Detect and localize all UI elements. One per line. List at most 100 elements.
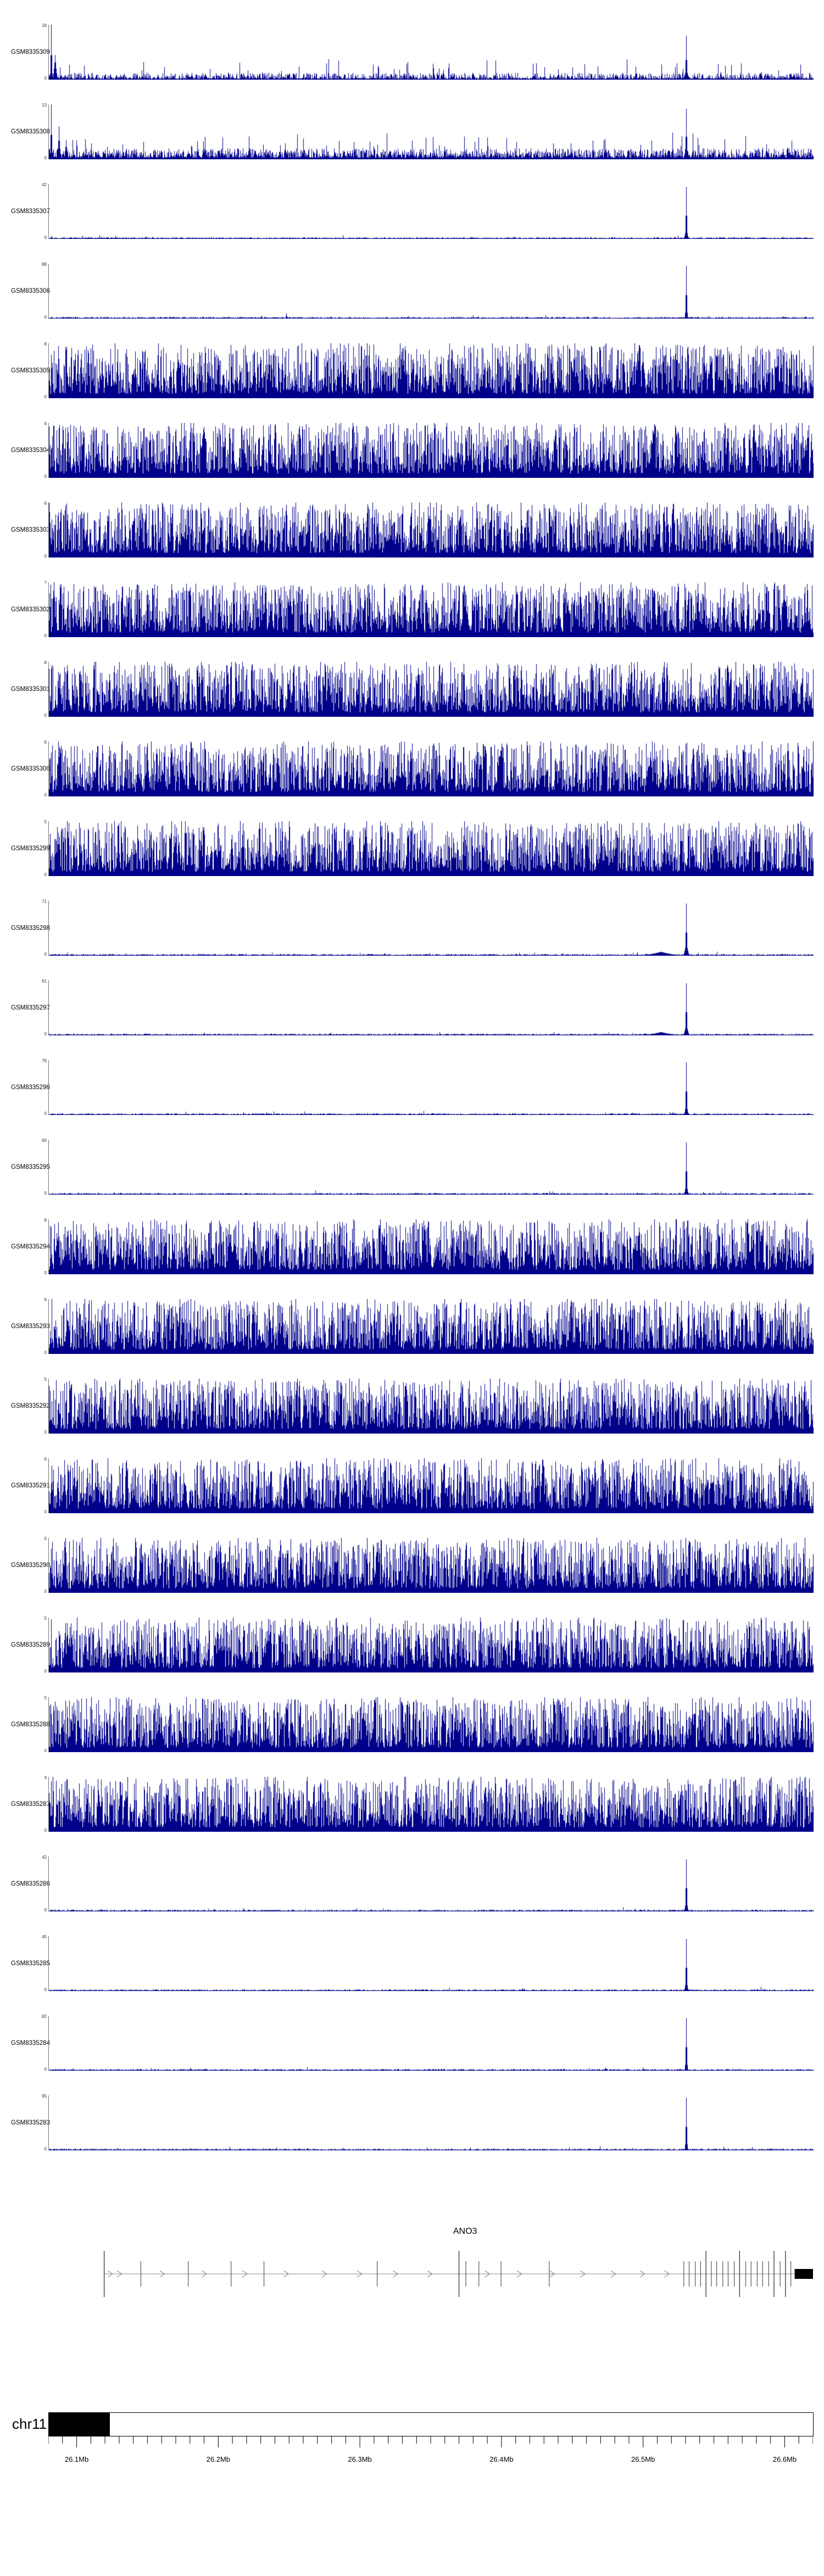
axis-tick-label: 26.2Mb <box>206 2455 231 2463</box>
y-axis-max: 5 <box>44 819 47 824</box>
y-axis-min: 0 <box>44 633 47 638</box>
y-axis-min: 0 <box>44 1589 47 1594</box>
signal-plot <box>48 1219 814 1274</box>
ruler-ticks-icon <box>48 2436 813 2447</box>
chromosome-ideogram <box>48 2412 814 2436</box>
signal-plot <box>48 1538 814 1593</box>
track-row: GSM8335283 95 0 <box>0 2094 824 2175</box>
ideogram-band-black <box>49 2413 110 2436</box>
y-axis-max: 5 <box>44 1616 47 1621</box>
track-label: GSM8335295 <box>11 1164 50 1170</box>
track-row: GSM8335295 60 0 <box>0 1138 824 1219</box>
signal-plot <box>48 1936 814 1991</box>
chromosome-ruler: chr11 26.1Mb 26.2Mb 26.3Mb 26.4Mb 26.5Mb 26.6… <box>0 2400 824 2510</box>
track-label: GSM8335285 <box>11 1960 50 1967</box>
track-label: GSM8335284 <box>11 2040 50 2047</box>
track-row: GSM8335306 88 0 <box>0 262 824 343</box>
signal-plot <box>48 1458 814 1513</box>
track-row: GSM8335287 4 0 <box>0 1775 824 1856</box>
signal-plot <box>48 1379 814 1434</box>
gene-name-label: ANO3 <box>453 2227 477 2236</box>
track-row: GSM8335301 8 0 <box>0 661 824 741</box>
signal-plot <box>48 1060 814 1115</box>
track-row: GSM8335284 82 0 <box>0 2014 824 2095</box>
signal-plot <box>48 582 814 637</box>
y-axis-min: 0 <box>44 155 47 160</box>
y-axis-max: 6 <box>44 740 47 745</box>
signal-plot <box>48 662 814 717</box>
track-row: GSM8335298 71 0 <box>0 899 824 980</box>
track-row: GSM8335296 79 0 <box>0 1058 824 1140</box>
track-row: GSM8335288 5 0 <box>0 1696 824 1777</box>
y-axis-min: 0 <box>44 315 47 320</box>
axis-tick-label: 26.5Mb <box>631 2455 655 2463</box>
track-label: GSM8335283 <box>11 2120 50 2126</box>
y-axis-max: 5 <box>44 1696 47 1700</box>
track-row: GSM8335289 5 0 <box>0 1616 824 1697</box>
track-label: GSM8335299 <box>11 845 50 852</box>
y-axis-min: 0 <box>44 1031 47 1036</box>
y-axis-min: 0 <box>44 1111 47 1116</box>
y-axis-max: 6 <box>44 1457 47 1462</box>
signal-plot <box>48 2095 814 2150</box>
track-row: GSM8335299 5 0 <box>0 819 824 901</box>
y-axis-min: 0 <box>44 1669 47 1674</box>
track-label: GSM8335289 <box>11 1642 50 1648</box>
track-label: GSM8335306 <box>11 288 50 294</box>
y-axis-min: 0 <box>44 2146 47 2151</box>
y-axis-min: 0 <box>44 235 47 240</box>
track-row: GSM8335286 42 0 <box>0 1855 824 1936</box>
track-row: GSM8335308 13 0 <box>0 103 824 184</box>
y-axis-min: 0 <box>44 2067 47 2072</box>
track-label: GSM8335309 <box>11 49 50 55</box>
signal-plot <box>48 104 814 159</box>
y-axis-max: 60 <box>42 1138 47 1143</box>
signal-plot <box>48 1299 814 1354</box>
signal-plot <box>48 25 814 80</box>
track-label: GSM8335300 <box>11 766 50 772</box>
track-label: GSM8335287 <box>11 1801 50 1808</box>
y-axis-max: 71 <box>42 899 47 904</box>
y-axis-min: 0 <box>44 1828 47 1833</box>
track-row: GSM8335292 5 0 <box>0 1378 824 1458</box>
signal-plot <box>48 741 814 796</box>
gene-model <box>104 2251 813 2297</box>
track-label: GSM8335291 <box>11 1482 50 1489</box>
track-label: GSM8335292 <box>11 1403 50 1409</box>
signal-plot <box>48 503 814 557</box>
y-axis-max: 88 <box>42 262 47 267</box>
axis-tick-label: 26.3Mb <box>348 2455 372 2463</box>
axis-tick-label: 26.6Mb <box>772 2455 797 2463</box>
track-label: GSM8335303 <box>11 527 50 533</box>
y-axis-max: 61 <box>42 979 47 984</box>
track-label: GSM8335286 <box>11 1881 50 1887</box>
y-axis-min: 0 <box>44 713 47 718</box>
y-axis-max: 6 <box>44 501 47 506</box>
signal-plot <box>48 1618 814 1672</box>
y-axis-min: 0 <box>44 1509 47 1514</box>
y-axis-max: 4 <box>44 1775 47 1780</box>
track-label: GSM8335304 <box>11 447 50 454</box>
y-axis-max: 6 <box>44 421 47 426</box>
y-axis-min: 0 <box>44 1350 47 1355</box>
gene-track: ANO3 <box>0 2208 824 2340</box>
axis-tick-label: 26.1Mb <box>64 2455 89 2463</box>
signal-plot <box>48 821 814 876</box>
y-axis-min: 0 <box>44 1270 47 1275</box>
y-axis-min: 0 <box>44 1987 47 1992</box>
track-row: GSM8335290 5 0 <box>0 1537 824 1618</box>
track-label: GSM8335301 <box>11 686 50 693</box>
y-axis-min: 0 <box>44 793 47 798</box>
y-axis-min: 0 <box>44 952 47 957</box>
signal-plot <box>48 343 814 398</box>
y-axis-max: 82 <box>42 2014 47 2019</box>
ruler-labels: 26.1Mb 26.2Mb 26.3Mb 26.4Mb 26.5Mb 26.6Mb <box>0 2400 824 2510</box>
track-row: GSM8335294 8 0 <box>0 1218 824 1299</box>
track-label: GSM8335293 <box>11 1323 50 1330</box>
signal-plot <box>48 1697 814 1752</box>
signal-plot <box>48 1856 814 1911</box>
y-axis-min: 0 <box>44 76 47 81</box>
y-axis-max: 79 <box>42 1058 47 1063</box>
y-axis-max: 42 <box>42 1855 47 1860</box>
